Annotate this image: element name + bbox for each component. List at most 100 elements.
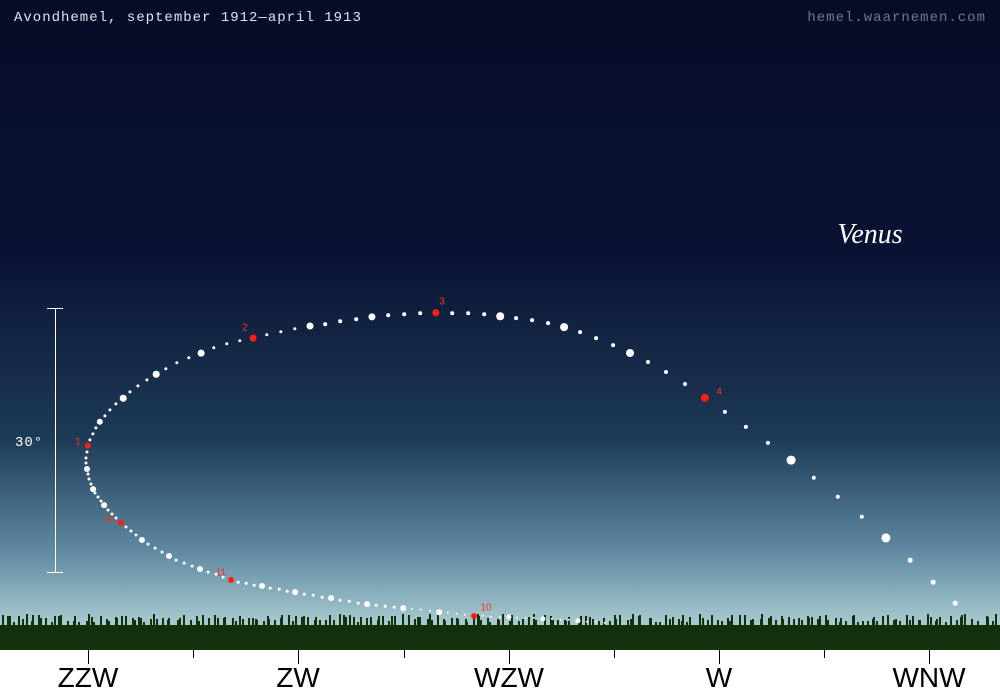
grass-blade (444, 621, 446, 625)
track-dot (94, 492, 97, 495)
track-dot (215, 573, 218, 576)
grass-blade (256, 620, 258, 625)
grass-blade (45, 618, 47, 625)
grass-blade (770, 616, 772, 625)
month-marker (228, 577, 234, 583)
track-dot (626, 349, 634, 357)
track-dot (88, 478, 91, 481)
grass-blade (67, 621, 69, 625)
track-dot (259, 583, 265, 589)
track-dot (107, 509, 110, 512)
grass-blade (263, 621, 265, 625)
track-dot (338, 319, 342, 323)
grass-blade (357, 622, 359, 625)
track-dot (357, 602, 360, 605)
grass-blade (78, 622, 80, 625)
track-dot (130, 530, 133, 533)
grass-blade (431, 620, 433, 625)
grass-blade (74, 616, 76, 625)
grass-blade (22, 619, 24, 625)
track-dot (153, 371, 160, 378)
grass-blade (731, 615, 733, 625)
grass-blade (918, 620, 920, 625)
grass-blade (518, 621, 520, 625)
grass-blade (857, 622, 859, 625)
grass-blade (912, 616, 914, 625)
grass-blade (248, 618, 250, 625)
grass-blade (156, 619, 158, 625)
month-label: 1 (75, 437, 81, 448)
grass-blade (750, 620, 752, 625)
grass-blade (366, 618, 368, 625)
track-dot (191, 565, 194, 568)
month-label: 4 (716, 387, 722, 398)
grass-blade (307, 617, 309, 625)
grass-blade (678, 619, 680, 625)
grass-blade (615, 619, 617, 625)
compass-tick-minor (193, 650, 194, 658)
grass-blade (360, 617, 362, 625)
grass-blade (995, 614, 997, 625)
compass-label: W (706, 662, 732, 694)
grass-blade (950, 616, 952, 625)
compass-label: ZZW (58, 662, 119, 694)
track-dot (931, 580, 936, 585)
track-dot (348, 600, 351, 603)
grass-blade (557, 620, 559, 625)
grass-blade (382, 616, 384, 625)
compass-tick-minor (614, 650, 615, 658)
grass-blade (108, 621, 110, 625)
track-dot (111, 513, 114, 516)
grass-blade (665, 615, 667, 625)
grass-blade (91, 617, 93, 625)
grass-blade (54, 616, 56, 625)
track-dot (135, 534, 138, 537)
planet-name-label: Venus (837, 219, 902, 251)
grass-blade (752, 619, 754, 625)
grass-blade (2, 615, 4, 625)
track-dot (514, 316, 518, 320)
track-dot (354, 317, 358, 321)
track-dot (86, 451, 89, 454)
track-dot (303, 593, 306, 596)
track-dot (436, 609, 442, 615)
grass-blade (565, 621, 567, 625)
track-dot (683, 382, 687, 386)
grass-blade (788, 617, 790, 625)
month-marker (250, 335, 257, 342)
track-dot (286, 590, 289, 593)
grass-blade (162, 618, 164, 625)
grass-blade (853, 615, 855, 625)
credit-label: hemel.waarnemen.com (807, 10, 986, 26)
grass-blade (214, 615, 216, 625)
grass-blade (819, 616, 821, 625)
month-label: 10 (480, 603, 491, 614)
grass-blade (232, 618, 234, 625)
grass-blade (639, 615, 641, 625)
track-dot (154, 547, 157, 550)
grass-blade (862, 621, 864, 625)
grass-blade (208, 618, 210, 625)
grass-blade (873, 617, 875, 625)
grass-blade (314, 620, 316, 625)
grass-blade (935, 621, 937, 625)
grass-blade (811, 617, 813, 625)
grass-blade (31, 621, 33, 625)
grass-blade (100, 616, 102, 625)
grass-blade (669, 619, 671, 625)
grass-blade (672, 617, 674, 625)
grass-blade (13, 622, 15, 625)
grass-blade (319, 620, 321, 625)
grass-blade (598, 622, 600, 625)
track-dot (87, 473, 90, 476)
grass-blade (689, 617, 691, 625)
track-dot (466, 311, 470, 315)
grass-blade (437, 615, 439, 625)
compass-tick-minor (824, 650, 825, 658)
grass-blade (190, 620, 192, 625)
track-dot (339, 599, 342, 602)
grass-blade (945, 622, 947, 626)
track-dot (85, 457, 88, 460)
track-dot (321, 596, 324, 599)
track-dot (611, 343, 615, 347)
